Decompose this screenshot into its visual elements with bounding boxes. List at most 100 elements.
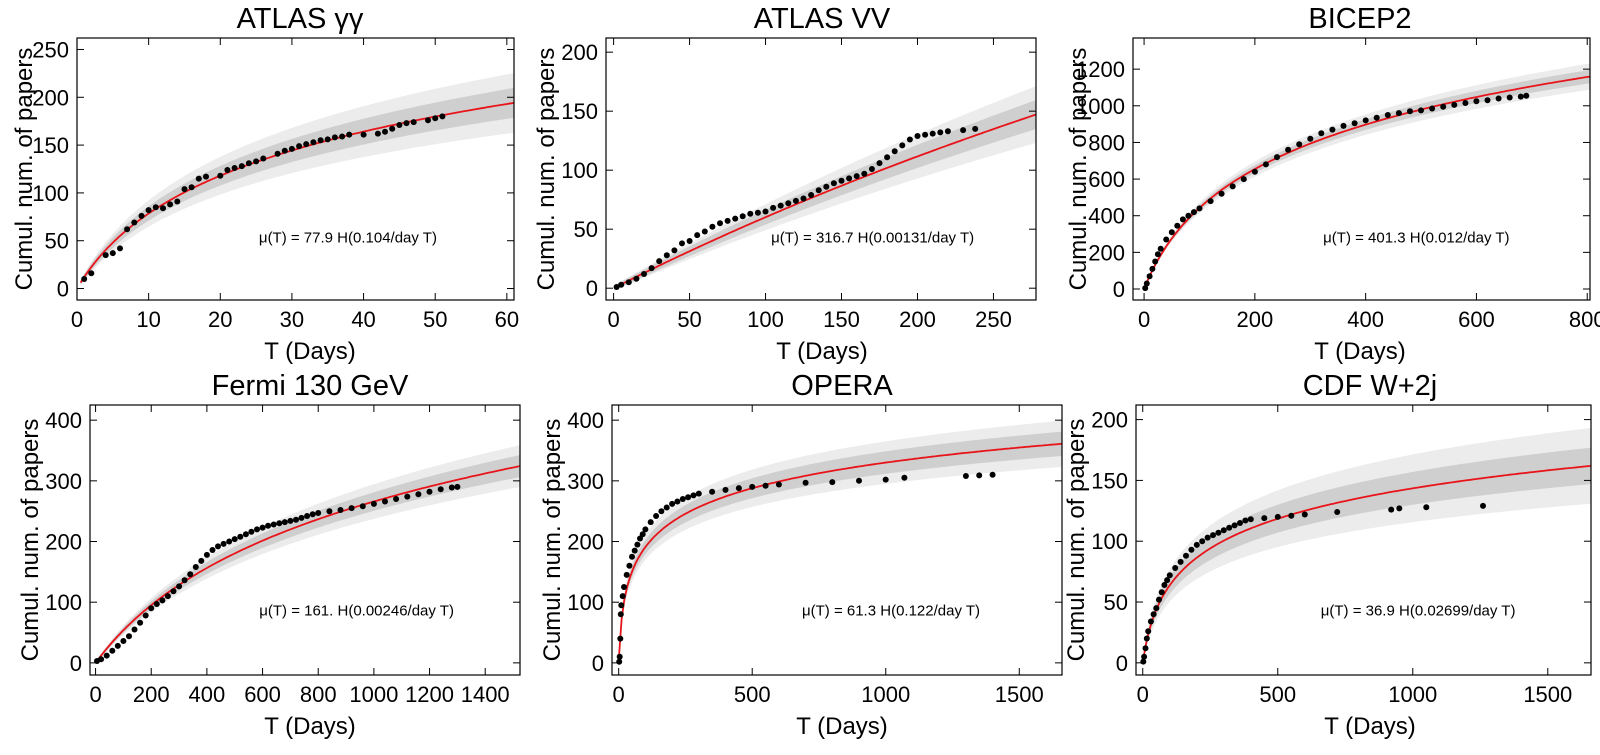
fit-annotation: μ(T) = 77.9 H(0.104/day T) xyxy=(259,229,437,246)
data-point xyxy=(1247,516,1254,523)
data-point xyxy=(618,281,625,288)
data-point xyxy=(739,213,746,220)
data-point xyxy=(1388,506,1395,513)
y-tick-label: 400 xyxy=(45,408,82,433)
y-tick-label: 600 xyxy=(1088,167,1125,192)
data-point xyxy=(259,524,266,531)
y-tick-label: 200 xyxy=(567,530,604,555)
data-point xyxy=(1395,110,1402,117)
confidence-band-inner xyxy=(1142,447,1591,665)
data-point xyxy=(253,158,260,165)
data-point xyxy=(1193,541,1200,548)
data-point xyxy=(1251,168,1258,175)
data-point xyxy=(1145,628,1152,635)
data-point xyxy=(1418,107,1424,114)
data-point xyxy=(109,647,116,654)
data-point xyxy=(1142,285,1149,292)
x-tick-label: 600 xyxy=(1458,307,1495,332)
data-point xyxy=(634,541,641,548)
data-point xyxy=(432,115,439,122)
data-point xyxy=(823,183,830,190)
y-tick-label: 0 xyxy=(586,276,598,301)
plot-area xyxy=(79,73,514,286)
y-tick-label: 50 xyxy=(45,229,69,254)
data-point xyxy=(224,167,231,173)
y-tick-label: 300 xyxy=(567,469,604,494)
data-point xyxy=(1190,209,1197,216)
x-tick-label: 50 xyxy=(677,307,701,332)
data-point xyxy=(1143,635,1150,642)
data-point xyxy=(1429,105,1436,112)
x-tick-label: 0 xyxy=(89,682,101,707)
data-point xyxy=(226,538,233,545)
y-axis-label: Cumul. num. of papers xyxy=(1065,48,1092,291)
x-tick-label: 200 xyxy=(133,682,170,707)
data-point xyxy=(198,557,205,564)
data-point xyxy=(1274,513,1281,520)
data-point xyxy=(348,505,355,512)
data-point xyxy=(1373,114,1380,121)
data-point xyxy=(838,177,845,184)
data-point xyxy=(1329,126,1336,133)
data-point xyxy=(735,485,742,492)
data-point xyxy=(944,128,951,135)
data-point xyxy=(1262,161,1269,168)
data-point xyxy=(616,653,623,660)
data-point xyxy=(906,136,913,143)
chart-panel-4: 0 500 1000 1500 0 100 200 300 400 OPERA T (Days) Cu… xyxy=(539,370,1063,740)
fit-curve xyxy=(613,113,1036,289)
x-tick-label: 500 xyxy=(1259,682,1296,707)
data-point xyxy=(117,245,123,252)
data-point xyxy=(929,130,936,137)
x-tick-label: 400 xyxy=(189,682,226,707)
x-axis-label: T (Days) xyxy=(776,338,868,365)
data-point xyxy=(1218,190,1225,197)
data-point xyxy=(1153,605,1160,612)
confidence-band-outer xyxy=(618,420,1062,661)
y-tick-label: 800 xyxy=(1088,130,1125,155)
data-point xyxy=(621,584,627,590)
data-point xyxy=(1179,216,1186,223)
y-tick-label: 250 xyxy=(32,37,69,62)
data-point xyxy=(631,547,638,554)
data-point xyxy=(181,577,188,584)
data-point xyxy=(671,247,678,254)
data-point xyxy=(98,656,105,663)
data-point xyxy=(653,513,660,519)
data-point xyxy=(217,172,224,179)
data-point xyxy=(775,481,782,488)
y-axis-label: Cumul. num. of papers xyxy=(17,419,44,662)
data-point xyxy=(1142,645,1149,652)
data-point xyxy=(695,490,702,497)
y-tick-label: 0 xyxy=(592,651,604,676)
data-point xyxy=(669,500,676,507)
data-point xyxy=(777,202,784,209)
data-point xyxy=(1334,509,1341,515)
data-point xyxy=(114,642,121,649)
data-point xyxy=(1480,502,1486,509)
chart-title: ATLAS VV xyxy=(754,3,891,35)
data-point xyxy=(989,471,996,478)
data-point xyxy=(732,215,739,222)
data-point xyxy=(853,173,860,180)
data-point xyxy=(717,220,723,227)
data-point xyxy=(625,279,632,286)
data-point xyxy=(1301,511,1308,518)
data-point xyxy=(102,252,109,259)
data-point xyxy=(415,491,422,498)
data-point xyxy=(265,522,272,529)
x-tick-label: 250 xyxy=(975,307,1012,332)
data-point xyxy=(1506,94,1513,101)
x-tick-label: 800 xyxy=(1569,307,1600,332)
data-point xyxy=(1166,572,1173,579)
x-axis-label: T (Days) xyxy=(264,713,356,740)
y-tick-label: 400 xyxy=(1088,204,1125,229)
data-point xyxy=(1384,112,1391,118)
confidence-band-inner xyxy=(1144,69,1590,289)
x-axis-label: T (Days) xyxy=(796,713,888,740)
data-point xyxy=(962,473,969,479)
data-point xyxy=(1207,198,1214,205)
y-tick-label: 200 xyxy=(32,85,69,110)
data-point xyxy=(792,197,799,204)
data-point xyxy=(656,258,663,265)
